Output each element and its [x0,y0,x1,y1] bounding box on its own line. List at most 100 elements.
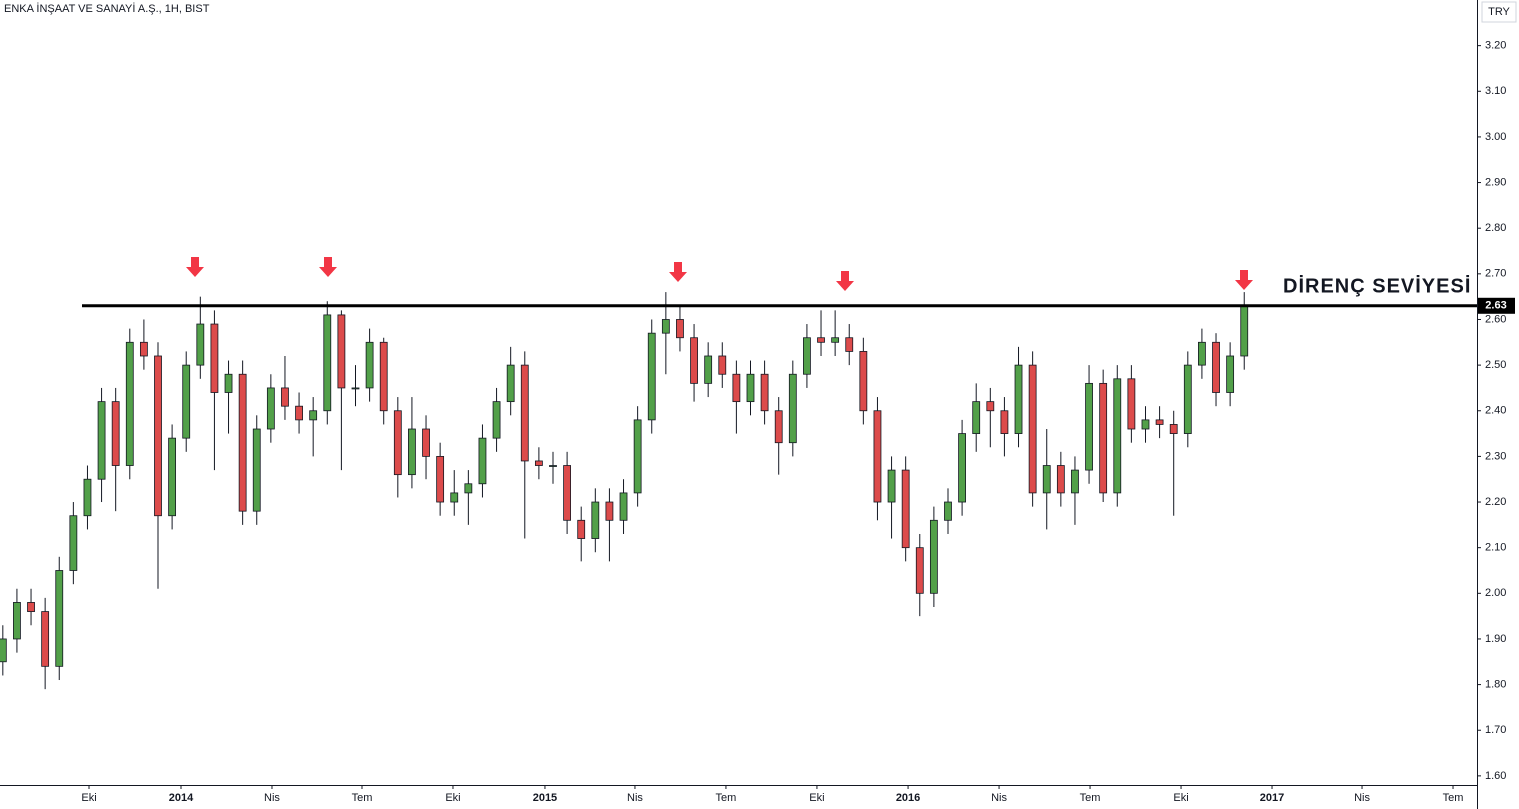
candle-body [859,351,868,412]
candle-body [323,314,332,412]
candle-body [1240,305,1249,357]
candle-body [972,401,981,434]
candle-body [633,419,642,494]
candle-body [901,469,910,549]
candle-body [393,410,402,476]
candle-body [774,410,783,444]
candle-body [1042,465,1051,494]
candle-body [520,364,529,462]
candle-body [944,501,952,521]
y-tick-label: 3.00 [1485,131,1506,143]
candle-body [1014,364,1023,434]
x-tick-label: 2015 [533,792,557,804]
x-tick-label: Nis [627,792,643,804]
candle-body [732,373,741,403]
annotation: DİRENÇ SEVİYESİ [1283,274,1471,297]
x-tick-label: Nis [1354,792,1370,804]
candle-body [266,387,275,430]
candle-body [295,405,303,421]
candle-body [704,355,713,384]
y-tick-label: 3.20 [1485,40,1506,52]
candle-body [605,501,614,521]
candle-body [563,465,572,521]
arrow [186,257,204,277]
candle-body [69,515,78,571]
x-tick-label: 2016 [896,792,920,804]
candle-body [718,355,727,375]
candle-body [1000,410,1009,434]
candle-body [661,319,670,334]
x-tick-label: 2017 [1260,792,1284,804]
candle-body [1183,364,1192,434]
candle-body [492,401,501,439]
arrow [1235,270,1253,290]
candle-body [873,410,882,503]
candle-body [365,341,374,389]
y-tick-label: 2.10 [1485,542,1506,554]
candle-body [1113,378,1122,494]
plot [0,292,1249,690]
y-tick-label: 2.20 [1485,496,1506,508]
candle-body [309,410,318,421]
candle-body [619,492,628,521]
x-tick-label: Nis [991,792,1007,804]
x-tick-label: Tem [1080,792,1101,804]
candle-body [83,478,92,517]
x-tick-label: Eki [81,792,96,804]
chart-title: ENKA İNŞAAT VE SANAYİ A.Ş., 1H, BIST [4,2,210,15]
candle-body [986,401,995,412]
y-tick-label: 2.40 [1485,405,1506,417]
y-tick-label: 1.60 [1485,770,1506,782]
candle-body [450,492,459,503]
candle-body [958,433,966,503]
price-tag [1478,297,1515,314]
candle-body [1056,465,1065,494]
candle-body [676,319,684,339]
candle-body [831,337,840,343]
candle-body [506,364,515,403]
candle-body [690,337,698,384]
candle-body [577,519,586,539]
candle-body [0,638,7,663]
candle-body [746,373,755,403]
candle-body [337,314,346,389]
x-tick-label: Tem [716,792,737,804]
candle-body [591,501,600,539]
candle-body [196,323,205,366]
candle-body [1099,382,1108,494]
y-tick-label: 2.30 [1485,450,1506,462]
candle-body [27,602,35,612]
candle-body [97,401,106,480]
candle-body [422,428,430,457]
candle-body [252,428,261,512]
candle-body [210,323,219,393]
candle-body [168,437,177,517]
candle-body [408,428,416,476]
currency: TRY [1488,6,1510,18]
candle-body [41,611,50,667]
candle-body [534,460,543,466]
y-tick-label: 1.80 [1485,678,1506,690]
y-tick-label: 2.50 [1485,359,1506,371]
candle-body [1071,469,1079,494]
candle-body [1198,341,1206,366]
candle-body [803,337,811,375]
y-tick-label: 2.70 [1485,268,1506,280]
candle-body [464,483,473,494]
x-tick-label: Eki [809,792,824,804]
candle-body [1212,341,1220,393]
x-tick-label: Tem [352,792,373,804]
candle-body [281,387,289,407]
y-tick-label: 2.90 [1485,176,1506,188]
candle-body [1028,364,1037,494]
candle-body [1226,355,1235,393]
candle-body [817,337,825,343]
candle-body [125,341,134,466]
x-tick-label: Tem [1443,792,1464,804]
candle-body [915,547,924,594]
arrow [669,262,687,282]
candle-body [182,364,191,439]
